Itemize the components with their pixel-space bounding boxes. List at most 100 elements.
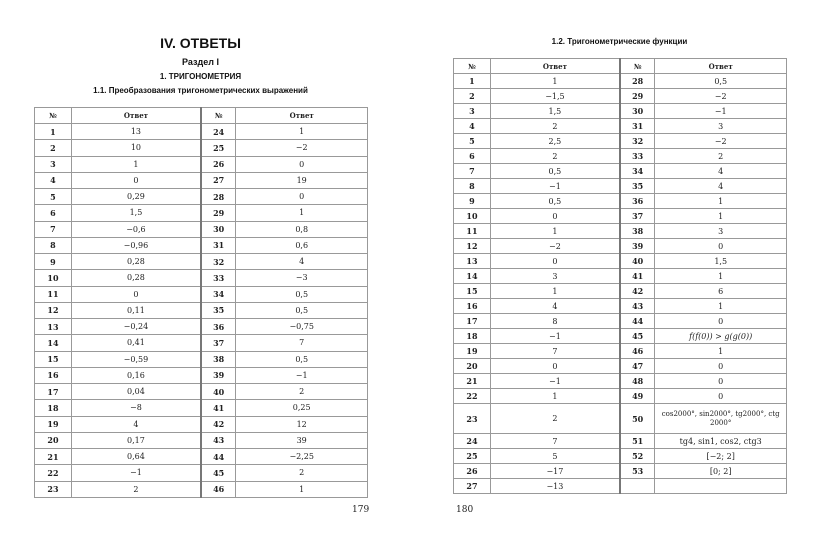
problem-number: 32 [199, 252, 237, 271]
answer-cell: 1,5 [70, 204, 202, 222]
answer-cell: 1 [654, 208, 787, 224]
answer-cell: 1 [489, 73, 621, 89]
problem-number: 44 [618, 313, 656, 329]
answer-cell: 0 [489, 358, 621, 374]
answer-cell: 1 [489, 388, 621, 404]
problem-number: 7 [453, 163, 491, 179]
problem-number: 25 [199, 139, 237, 157]
problem-number: 11 [34, 285, 72, 303]
answer-cell: −0,75 [235, 317, 368, 336]
table-row: 2 10 25 −2 [34, 139, 368, 157]
header-answer: Ответ [235, 107, 368, 124]
problem-number: 51 [618, 433, 656, 449]
table-row: 8 −0,96 31 0,6 [34, 236, 368, 255]
problem-number: 38 [618, 223, 656, 239]
problem-number: 15 [453, 283, 491, 299]
problem-number: 34 [618, 163, 656, 179]
table-row: 11 1 38 3 [453, 223, 787, 239]
problem-number: 42 [199, 415, 237, 433]
answer-cell: 0,41 [70, 334, 202, 352]
answer-cell: 3 [654, 118, 787, 134]
problem-number: 13 [34, 317, 72, 336]
table-header: № Ответ № Ответ [453, 58, 787, 74]
answer-cell: f(f(0)) > g(g(0)) [654, 328, 787, 344]
header-number: № [453, 58, 491, 74]
answer-cell: 4 [654, 178, 787, 194]
answer-cell: −17 [489, 463, 621, 479]
problem-number: 13 [453, 253, 491, 269]
problem-number: 20 [453, 358, 491, 374]
answer-cell: −0,6 [70, 220, 202, 238]
answer-cell: 39 [235, 431, 368, 450]
answer-cell: 1 [654, 268, 787, 284]
table-row: 5 2,5 32 −2 [453, 133, 787, 149]
answer-cell: 0 [235, 155, 368, 173]
table-row: 4 0 27 19 [34, 171, 368, 190]
answer-cell: −1 [489, 373, 621, 389]
answer-cell: 0 [654, 313, 787, 329]
answer-cell: 1 [654, 298, 787, 314]
answer-cell: 0 [489, 208, 621, 224]
table-row: 15 −0,59 38 0,5 [34, 350, 368, 368]
answer-cell: −2 [654, 133, 787, 149]
table-row: 7 −0,6 30 0,8 [34, 220, 368, 238]
section-heading: Раздел I [182, 57, 219, 67]
answer-cell: 6 [654, 283, 787, 299]
problem-number: 12 [34, 301, 72, 320]
answer-cell: −1 [70, 464, 202, 482]
answer-cell: −3 [235, 269, 368, 287]
header-number: № [34, 107, 72, 124]
problem-number: 29 [199, 204, 237, 222]
problem-number: 18 [453, 328, 491, 344]
answer-cell: 0 [489, 253, 621, 269]
table-row: 4 2 31 3 [453, 118, 787, 134]
table-row: 18 −1 45 f(f(0)) > g(g(0)) [453, 328, 787, 344]
table-row: 8 −1 35 4 [453, 178, 787, 194]
answer-cell: 2 [235, 464, 368, 482]
answer-cell: 3 [489, 268, 621, 284]
answer-cell: 7 [489, 433, 621, 449]
table-row: 21 −1 48 0 [453, 373, 787, 389]
problem-number: 45 [618, 328, 656, 344]
table-row: 11 0 34 0,5 [34, 285, 368, 303]
problem-number: 5 [34, 187, 72, 206]
problem-number: 50 [618, 403, 656, 434]
answer-cell: 0,28 [70, 252, 202, 271]
problem-number: 37 [199, 334, 237, 352]
problem-number: 10 [34, 269, 72, 287]
problem-number: 11 [453, 223, 491, 239]
answer-cell: −2,25 [235, 447, 368, 466]
answer-cell [654, 478, 787, 494]
answer-cell: −2 [654, 88, 787, 104]
problem-number: 38 [199, 350, 237, 368]
answer-cell: −8 [70, 399, 202, 417]
problem-number: 30 [199, 220, 237, 238]
answer-cell: 1 [489, 223, 621, 239]
problem-number: 32 [618, 133, 656, 149]
answer-cell: cos2000°, sin2000°, tg2000°, ctg 2000° [654, 403, 787, 434]
table-row: 18 −8 41 0,25 [34, 399, 368, 417]
problem-number: 3 [34, 155, 72, 173]
page-title: IV. ОТВЕТЫ [160, 35, 241, 51]
answer-cell: 8 [489, 313, 621, 329]
answer-cell: −0,96 [70, 236, 202, 255]
table-row: 13 0 40 1,5 [453, 253, 787, 269]
answer-cell: 2 [489, 403, 621, 434]
table-row: 22 −1 45 2 [34, 464, 368, 482]
table-row: 14 3 41 1 [453, 268, 787, 284]
answer-cell: 12 [235, 415, 368, 433]
answer-cell: 0,28 [70, 269, 202, 287]
answer-cell: 0,29 [70, 187, 202, 206]
answer-cell: −2 [489, 238, 621, 254]
answer-cell: 0 [70, 171, 202, 190]
answer-cell: −0,24 [70, 317, 202, 336]
table-row: 10 0,28 33 −3 [34, 269, 368, 287]
table-row: 9 0,28 32 4 [34, 252, 368, 271]
chapter-heading: 1. ТРИГОНОМЕТРИЯ [159, 72, 242, 81]
problem-number: 14 [453, 268, 491, 284]
table-row: 24 7 51 tg4, sin1, cos2, ctg3 [453, 433, 787, 449]
answer-cell: 2 [654, 148, 787, 164]
problem-number: 36 [618, 193, 656, 209]
table-row: 20 0,17 43 39 [34, 431, 368, 450]
problem-number: 41 [618, 268, 656, 284]
